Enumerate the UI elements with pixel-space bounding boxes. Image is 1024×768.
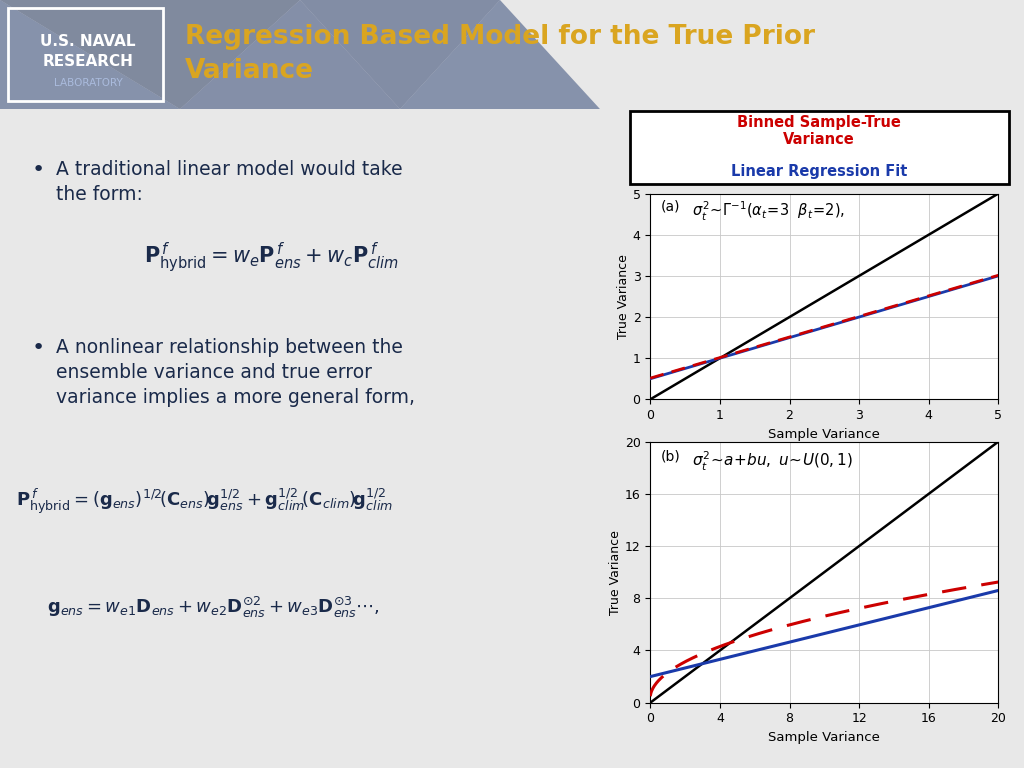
Text: (b): (b) — [660, 449, 680, 463]
Text: $\sigma_t^2\!\sim\!a\!+\!bu,\ u\!\sim\!U(0,1)$: $\sigma_t^2\!\sim\!a\!+\!bu,\ u\!\sim\!U… — [692, 449, 853, 472]
Text: U.S. NAVAL: U.S. NAVAL — [40, 34, 136, 48]
Text: $\sigma_t^2\!\sim\!\Gamma^{-1}(\alpha_t\!=\!3\ \ \beta_t\!=\!2),$: $\sigma_t^2\!\sim\!\Gamma^{-1}(\alpha_t\… — [692, 200, 845, 223]
Text: Regression Based Model for the True Prior: Regression Based Model for the True Prio… — [185, 24, 815, 50]
Text: Linear Regression Fit: Linear Regression Fit — [731, 164, 907, 179]
Text: •: • — [32, 339, 45, 359]
Text: A traditional linear model would take
the form:: A traditional linear model would take th… — [56, 160, 402, 204]
Y-axis label: True Variance: True Variance — [616, 254, 630, 339]
Text: $\mathbf{P}^{\,f}_{\mathrm{hybrid}} = w_e\mathbf{P}^{\,f}_{\mathit{ens}} + w_c\m: $\mathbf{P}^{\,f}_{\mathrm{hybrid}} = w_… — [144, 240, 399, 275]
Text: $\mathbf{g}_{\mathit{ens}} = w_{e1}\mathbf{D}_{\mathit{ens}} + w_{e2}\mathbf{D}^: $\mathbf{g}_{\mathit{ens}} = w_{e1}\math… — [47, 595, 380, 621]
X-axis label: Sample Variance: Sample Variance — [768, 731, 881, 744]
Y-axis label: True Variance: True Variance — [609, 530, 622, 614]
Text: Binned Sample-True
Variance: Binned Sample-True Variance — [737, 115, 901, 147]
Text: RESEARCH: RESEARCH — [43, 54, 133, 68]
Polygon shape — [400, 0, 600, 109]
Polygon shape — [180, 0, 400, 109]
Text: A nonlinear relationship between the
ensemble variance and true error
variance i: A nonlinear relationship between the ens… — [56, 339, 415, 408]
Bar — [8, 8, 163, 101]
X-axis label: Sample Variance: Sample Variance — [768, 428, 881, 441]
Text: $\mathbf{P}^{\,f}_{\mathrm{hybrid}} = (\mathbf{g}_{\mathit{ens}})^{1/2}\!\left(\: $\mathbf{P}^{\,f}_{\mathrm{hybrid}} = (\… — [16, 486, 393, 515]
Polygon shape — [300, 0, 500, 109]
Text: (a): (a) — [660, 200, 680, 214]
Polygon shape — [0, 0, 180, 109]
Text: Variance: Variance — [185, 58, 314, 84]
Text: •: • — [32, 160, 45, 180]
FancyBboxPatch shape — [630, 111, 1009, 184]
Polygon shape — [0, 0, 300, 109]
Text: LABORATORY: LABORATORY — [53, 78, 123, 88]
